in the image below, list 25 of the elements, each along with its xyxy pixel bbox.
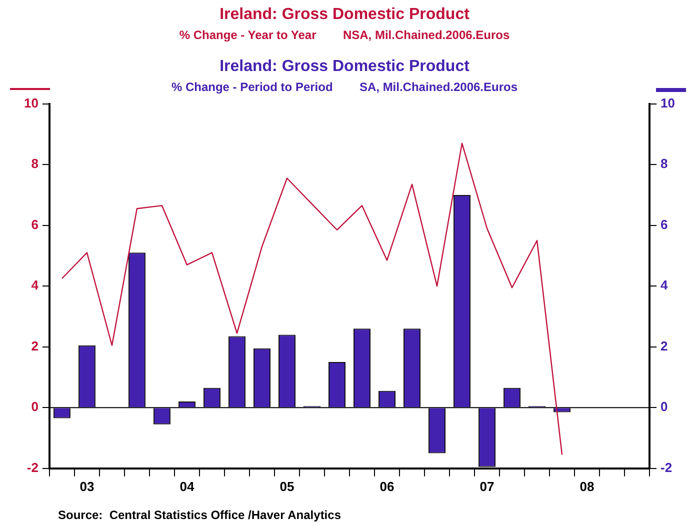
y2-tick-label: 8: [660, 156, 668, 172]
y-tick-label: 0: [31, 399, 38, 414]
y-tick-label: 10: [24, 95, 38, 110]
y2-tick-label: 6: [660, 216, 668, 232]
text: % Change - Period to Period SA, Mil.Chained.2006.Euros: [170, 80, 519, 94]
y-tick-label: 2: [31, 338, 38, 354]
x-tick-label: 07: [480, 478, 494, 494]
x-tick-label: 06: [380, 478, 394, 494]
x-tick-label: 03: [80, 478, 94, 494]
chart-subtitle: % Change - Year to Year NSA, Mil.Chained.2006.Euros: [178, 28, 511, 42]
text: Ireland: Gross Domestic Product: [218, 58, 470, 76]
source-note: Source: Central Statistics Office /Haver Analytics: [58, 508, 341, 522]
y-tick-label: -2: [26, 460, 38, 475]
chart-title: Ireland: Gross Domestic Product: [218, 6, 470, 24]
y2-tick-label: 10: [660, 95, 676, 110]
y2-tick-label: 2: [660, 338, 668, 354]
x-tick-label: 04: [180, 478, 195, 494]
x-tick-label: 05: [280, 478, 294, 494]
y-tick-label: 8: [31, 156, 38, 172]
y-tick-label: 6: [31, 216, 38, 232]
y-tick-label: 4: [31, 278, 40, 293]
y2-tick-label: -2: [660, 460, 672, 475]
y2-tick-label: 0: [660, 399, 668, 414]
x-tick-label: 08: [580, 478, 594, 494]
y2-tick-label: 4: [660, 278, 669, 293]
